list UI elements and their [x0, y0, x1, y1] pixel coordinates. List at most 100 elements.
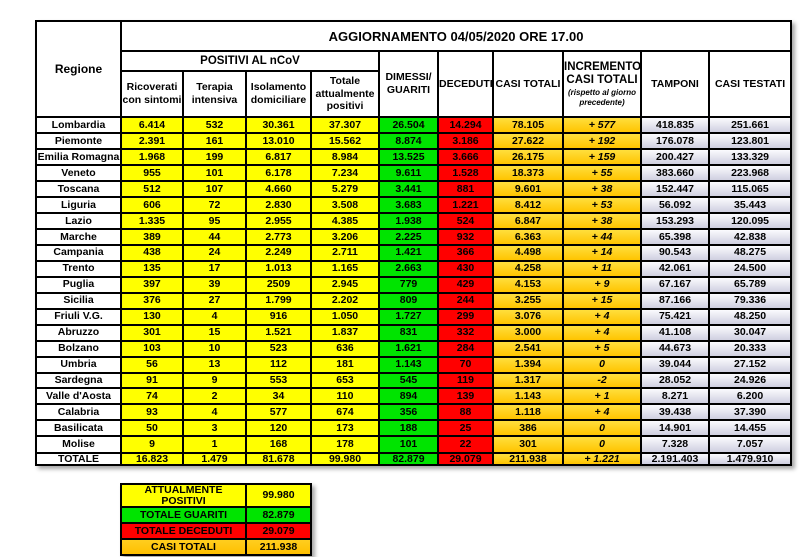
cell-tamponi: 418.835: [640, 116, 710, 134]
cell-casi-totali: 8.412: [492, 195, 564, 214]
summary-label: TOTALE GUARITI: [120, 506, 247, 524]
cell-ricoverati: 93: [120, 403, 184, 422]
cell-isolamento-domiciliare: 4.660: [245, 179, 312, 198]
cell-deceduti: 70: [437, 355, 494, 374]
cell-deceduti: 88: [437, 403, 494, 422]
cell-casi-totali: 26.175: [492, 147, 564, 166]
cell-casi-testati: 6.200: [707, 387, 793, 406]
cell-casi-totali: 2.541: [492, 339, 564, 358]
cell-casi-totali: 4.153: [492, 275, 564, 294]
cell-regione: Sardegna: [35, 371, 122, 390]
cell-regione: Piemonte: [35, 131, 122, 150]
cell-terapia-intensiva: 39: [182, 275, 247, 294]
group-header-positivi-ncov: POSITIVI AL nCoV: [120, 50, 380, 72]
cell-dimessi-guariti: 3.441: [378, 179, 439, 198]
header-row-title: Regione AGGIORNAMENTO 04/05/2020 ORE 17.…: [35, 20, 793, 118]
table-row: Bolzano 103 10 523 636 1.621 284 2.541 + 5 44.673…: [35, 339, 793, 358]
cell-regione: Friuli V.G.: [35, 307, 122, 326]
cell-regione: Valle d'Aosta: [35, 387, 122, 406]
cell-totale-positivi: 2.711: [310, 243, 380, 262]
cell-dimessi-guariti: 13.525: [378, 147, 439, 166]
cell-deceduti: 332: [437, 323, 494, 342]
cell-ricoverati: 1.335: [120, 211, 184, 230]
cell-isolamento-domiciliare: 2.773: [245, 227, 312, 246]
cell-regione: Sicilia: [35, 291, 122, 310]
cell-casi-totali: 3.076: [492, 307, 564, 326]
summary-body: ATTUALMENTE POSITIVI 99.980 TOTALE GUARITI…: [120, 483, 312, 556]
cell-terapia-intensiva: 17: [182, 259, 247, 278]
cell-regione: Lazio: [35, 211, 122, 230]
cell-tamponi: 176.078: [640, 131, 710, 150]
cell-dimessi-guariti: 3.683: [378, 195, 439, 214]
cell-casi-testati: 30.047: [707, 323, 793, 342]
cell-casi-testati: 24.500: [707, 259, 793, 278]
incremento-label: INCREMENTO CASI TOTALI: [564, 60, 641, 86]
cell-terapia-intensiva: 107: [182, 179, 247, 198]
cell-dimessi-guariti: 2.225: [378, 227, 439, 246]
table-row: Sicilia 376 27 1.799 2.202 809 244 3.255 + 15 87.…: [35, 291, 793, 310]
cell-isolamento-domiciliare: 553: [245, 371, 312, 390]
cell-casi-totali: 78.105: [492, 116, 564, 134]
cell-dimessi-guariti: 1.621: [378, 339, 439, 358]
cell-regione: Emilia Romagna: [35, 147, 122, 166]
cell-deceduti: 1.528: [437, 163, 494, 182]
cell-totale-positivi: 4.385: [310, 211, 380, 230]
cell-isolamento-domiciliare: 168: [245, 435, 312, 454]
cell-totale-positivi: 99.980: [310, 451, 380, 466]
cell-deceduti: 429: [437, 275, 494, 294]
cell-incremento: + 53: [562, 195, 642, 214]
cell-dimessi-guariti: 1.727: [378, 307, 439, 326]
table-row: Toscana 512 107 4.660 5.279 3.441 881 9.601 + 38…: [35, 179, 793, 198]
cell-casi-testati: 48.275: [707, 243, 793, 262]
cell-totale-positivi: 1.050: [310, 307, 380, 326]
cell-casi-totali: 18.373: [492, 163, 564, 182]
cell-ricoverati: 397: [120, 275, 184, 294]
column-header-casi-testati: CASI TESTATI: [707, 50, 793, 118]
cell-deceduti: 1.221: [437, 195, 494, 214]
cell-isolamento-domiciliare: 2.830: [245, 195, 312, 214]
summary-label: ATTUALMENTE POSITIVI: [120, 483, 247, 508]
cell-casi-testati: 37.390: [707, 403, 793, 422]
cell-tamponi: 14.901: [640, 419, 710, 438]
cell-tamponi: 90.543: [640, 243, 710, 262]
cell-casi-testati: 7.057: [707, 435, 793, 454]
cell-incremento: 0: [562, 419, 642, 438]
cell-regione: Trento: [35, 259, 122, 278]
column-header-totale-positivi: Totale attualmente positivi: [310, 70, 380, 118]
cell-casi-totali: 301: [492, 435, 564, 454]
table-row: Liguria 606 72 2.830 3.508 3.683 1.221 8.412 + 5…: [35, 195, 793, 214]
cell-terapia-intensiva: 3: [182, 419, 247, 438]
table-row: Campania 438 24 2.249 2.711 1.421 366 4.498 + 14…: [35, 243, 793, 262]
cell-incremento: -2: [562, 371, 642, 390]
cell-terapia-intensiva: 95: [182, 211, 247, 230]
cell-incremento: 0: [562, 355, 642, 374]
cell-deceduti: 29.079: [437, 451, 494, 466]
cell-isolamento-domiciliare: 523: [245, 339, 312, 358]
cell-ricoverati: 91: [120, 371, 184, 390]
cell-ricoverati: 50: [120, 419, 184, 438]
cell-terapia-intensiva: 1.479: [182, 451, 247, 466]
cell-totale-positivi: 181: [310, 355, 380, 374]
cell-isolamento-domiciliare: 6.178: [245, 163, 312, 182]
cell-tamponi: 8.271: [640, 387, 710, 406]
cell-dimessi-guariti: 9.611: [378, 163, 439, 182]
cell-terapia-intensiva: 9: [182, 371, 247, 390]
cell-terapia-intensiva: 27: [182, 291, 247, 310]
column-header-regione: Regione: [35, 20, 122, 118]
cell-ricoverati: 389: [120, 227, 184, 246]
cell-totale-positivi: 8.984: [310, 147, 380, 166]
cell-casi-testati: 24.926: [707, 371, 793, 390]
cell-isolamento-domiciliare: 30.361: [245, 116, 312, 134]
cell-casi-totali: 1.394: [492, 355, 564, 374]
cell-isolamento-domiciliare: 34: [245, 387, 312, 406]
incremento-note: (rispetto al giorno precedente): [568, 88, 636, 107]
cell-ricoverati: 130: [120, 307, 184, 326]
cell-totale-positivi: 2.202: [310, 291, 380, 310]
cell-dimessi-guariti: 1.938: [378, 211, 439, 230]
cell-casi-testati: 1.479.910: [707, 451, 793, 466]
cell-casi-testati: 65.789: [707, 275, 793, 294]
cell-incremento: + 38: [562, 179, 642, 198]
cell-terapia-intensiva: 532: [182, 116, 247, 134]
table-row: Puglia 397 39 2509 2.945 779 429 4.153 + 9 67.167…: [35, 275, 793, 294]
